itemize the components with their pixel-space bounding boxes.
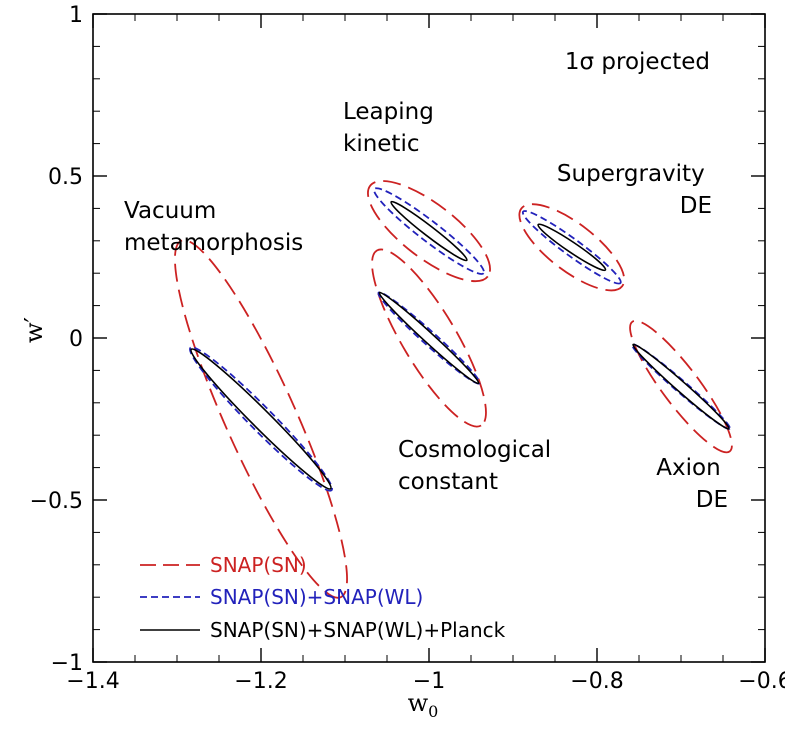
x-axis-label-main: w xyxy=(408,689,429,717)
x-axis-label-sub: 0 xyxy=(428,702,438,721)
axis-ticks: −1.4 −1.2 −1 −0.8 −0.6 −1 −0.5 0 0.5 1 xyxy=(30,3,785,694)
label-vacuum-metamorphosis: Vacuum metamorphosis xyxy=(124,198,303,256)
ellipse-short-dash-1 xyxy=(373,187,485,275)
x-tick-label: −1.2 xyxy=(234,669,287,694)
ellipse-solid-2 xyxy=(537,223,607,272)
label-cosmological-line1: Cosmological xyxy=(398,437,551,463)
label-vacuum-line1: Vacuum xyxy=(124,198,216,224)
label-vacuum-line2: metamorphosis xyxy=(124,230,303,256)
label-leaping-line1: Leaping xyxy=(343,99,434,125)
ellipse-solid-4 xyxy=(632,343,730,430)
y-tick-label: 0.5 xyxy=(48,165,83,190)
legend-label-snap-sn: SNAP(SN) xyxy=(210,553,307,577)
x-tick-label: −1.4 xyxy=(66,669,119,694)
label-leaping-line2: kinetic xyxy=(343,131,420,157)
legend-label-snap-sn-wl: SNAP(SN)+SNAP(WL) xyxy=(210,585,423,609)
y-tick-label: −1 xyxy=(51,651,83,676)
ellipse-long-dash-0 xyxy=(174,239,348,599)
x-axis-label: w0 xyxy=(408,689,439,721)
ellipse-short-dash-0 xyxy=(189,346,333,492)
ellipse-short-dash-4 xyxy=(631,343,731,430)
ellipse-solid-3 xyxy=(378,291,480,385)
ellipse-long-dash-4 xyxy=(629,319,733,454)
label-supergravity-line1: Supergravity xyxy=(557,161,705,187)
label-supergravity-line2: DE xyxy=(680,193,712,219)
legend-label-snap-sn-wl-planck: SNAP(SN)+SNAP(WL)+Planck xyxy=(210,618,506,642)
y-tick-label: −0.5 xyxy=(30,489,83,514)
y-axis-label: w′ xyxy=(20,317,48,343)
ellipse-long-dash-1 xyxy=(367,180,491,283)
annotation-1sigma: 1σ projected xyxy=(565,49,710,75)
x-tick-label: −1 xyxy=(413,669,445,694)
label-axion-de: Axion DE xyxy=(656,455,728,513)
ellipse-long-dash-2 xyxy=(518,203,626,292)
ellipse-short-dash-2 xyxy=(521,210,622,285)
ellipse-short-dash-3 xyxy=(377,291,481,385)
x-tick-label: −0.6 xyxy=(738,669,785,694)
label-cosmological-line2: constant xyxy=(398,469,498,495)
legend: SNAP(SN) SNAP(SN)+SNAP(WL) SNAP(SN)+SNAP… xyxy=(140,553,506,642)
label-supergravity-de: Supergravity DE xyxy=(557,161,712,219)
ellipse-long-dash-3 xyxy=(371,248,487,428)
label-axion-line2: DE xyxy=(696,487,728,513)
x-tick-label: −0.8 xyxy=(570,669,623,694)
ellipse-solid-1 xyxy=(390,200,468,262)
label-axion-line1: Axion xyxy=(656,455,720,481)
y-tick-label: 0 xyxy=(69,327,83,352)
ellipse-solid-0 xyxy=(190,348,332,490)
y-tick-label: 1 xyxy=(69,3,83,28)
label-leaping-kinetic: Leaping kinetic xyxy=(343,99,441,157)
label-cosmological-constant: Cosmological constant xyxy=(398,437,559,495)
